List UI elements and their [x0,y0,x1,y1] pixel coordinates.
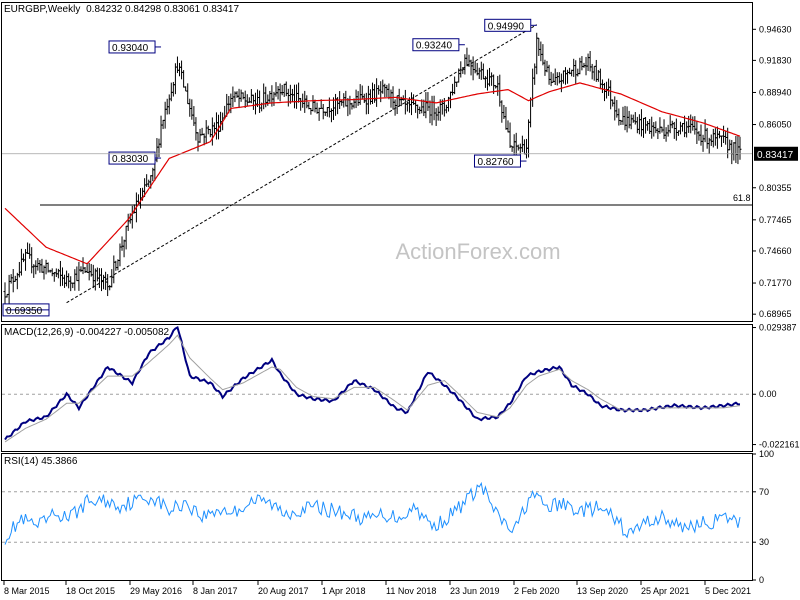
y-tick-label-rsi: 30 [759,537,769,547]
macd-line [4,326,741,441]
y-tick-label-rsi: 0 [759,575,764,585]
price-label: 0.82760 [473,154,527,168]
y-tick-label-main: 0.80355 [759,183,792,193]
y-tick-label-rsi: 100 [759,449,774,459]
x-tick-label: 29 May 2016 [130,586,182,596]
ohlc-values: 0.84232 0.84298 0.83061 0.83417 [86,4,240,15]
price-label: 0.69350 [2,303,50,317]
x-tick-label: 23 Jun 2019 [450,586,500,596]
fib-61-8-label: 61.8 [733,193,751,203]
y-tick-label-macd: -0.022161 [759,440,800,450]
price-label: 0.93240 [412,38,465,52]
price-label-box [108,40,156,54]
y-tick-label-macd: 0.029387 [759,323,797,333]
macd-title: MACD(12,26,9) -0.004227 -0.005082 [4,327,170,338]
x-tick-label: 20 Aug 2017 [258,586,309,596]
x-tick-label: 8 Mar 2015 [4,586,50,596]
price-label-text: 0.83030 [112,154,149,165]
price-label: 0.83030 [108,151,162,165]
price-label: 0.94990 [484,18,537,32]
y-tick-label-main: 0.86050 [759,120,792,130]
x-tick-label: 5 Dec 2021 [705,586,751,596]
signal-line [4,334,741,443]
x-tick-label: 1 Apr 2018 [322,586,366,596]
price-label-text: 0.69350 [6,306,43,317]
macd-panel-frame [1,324,753,452]
x-tick-label: 8 Jan 2017 [193,586,238,596]
x-tick-label: 11 Nov 2018 [386,586,436,596]
rsi-title: RSI(14) 45.3866 [4,456,78,467]
y-tick-label-main: 0.91830 [759,55,792,65]
main-panel-frame [1,2,753,322]
x-tick-label: 2 Feb 2020 [514,586,560,596]
y-tick-label-main: 0.74660 [759,246,792,256]
x-tick-label: 13 Sep 2020 [577,586,628,596]
price-bars [3,32,742,308]
y-tick-label-macd: 0.00 [759,389,777,399]
rsi-line [4,481,741,545]
price-label-box [108,151,156,165]
moving-average-line [4,82,741,265]
price-label-text: 0.93240 [416,41,453,52]
rsi-panel-frame [1,453,753,581]
price-label-text: 0.82760 [477,157,514,168]
y-tick-label-main: 0.68965 [759,309,792,319]
y-tick-label-rsi: 70 [759,487,769,497]
price-label-text: 0.94990 [488,21,525,32]
price-label: 0.93040 [108,40,162,54]
watermark: ActionForex.com [395,239,560,264]
y-tick-label-main: 0.77465 [759,215,792,225]
x-tick-label: 18 Oct 2015 [66,586,115,596]
price-label-text: 0.93040 [112,43,149,54]
current-price-text: 0.83417 [757,150,794,161]
current-price-box [754,146,798,161]
symbol-title: EURGBP,Weekly 0.84232 0.84298 0.83061 0.… [4,4,239,15]
x-tick-label: 25 Apr 2021 [641,586,690,596]
symbol-name: EURGBP,Weekly [4,4,81,15]
y-tick-label-main: 0.71770 [759,278,792,288]
y-tick-label-main: 0.94630 [759,24,792,34]
y-tick-label-main: 0.88940 [759,87,792,97]
